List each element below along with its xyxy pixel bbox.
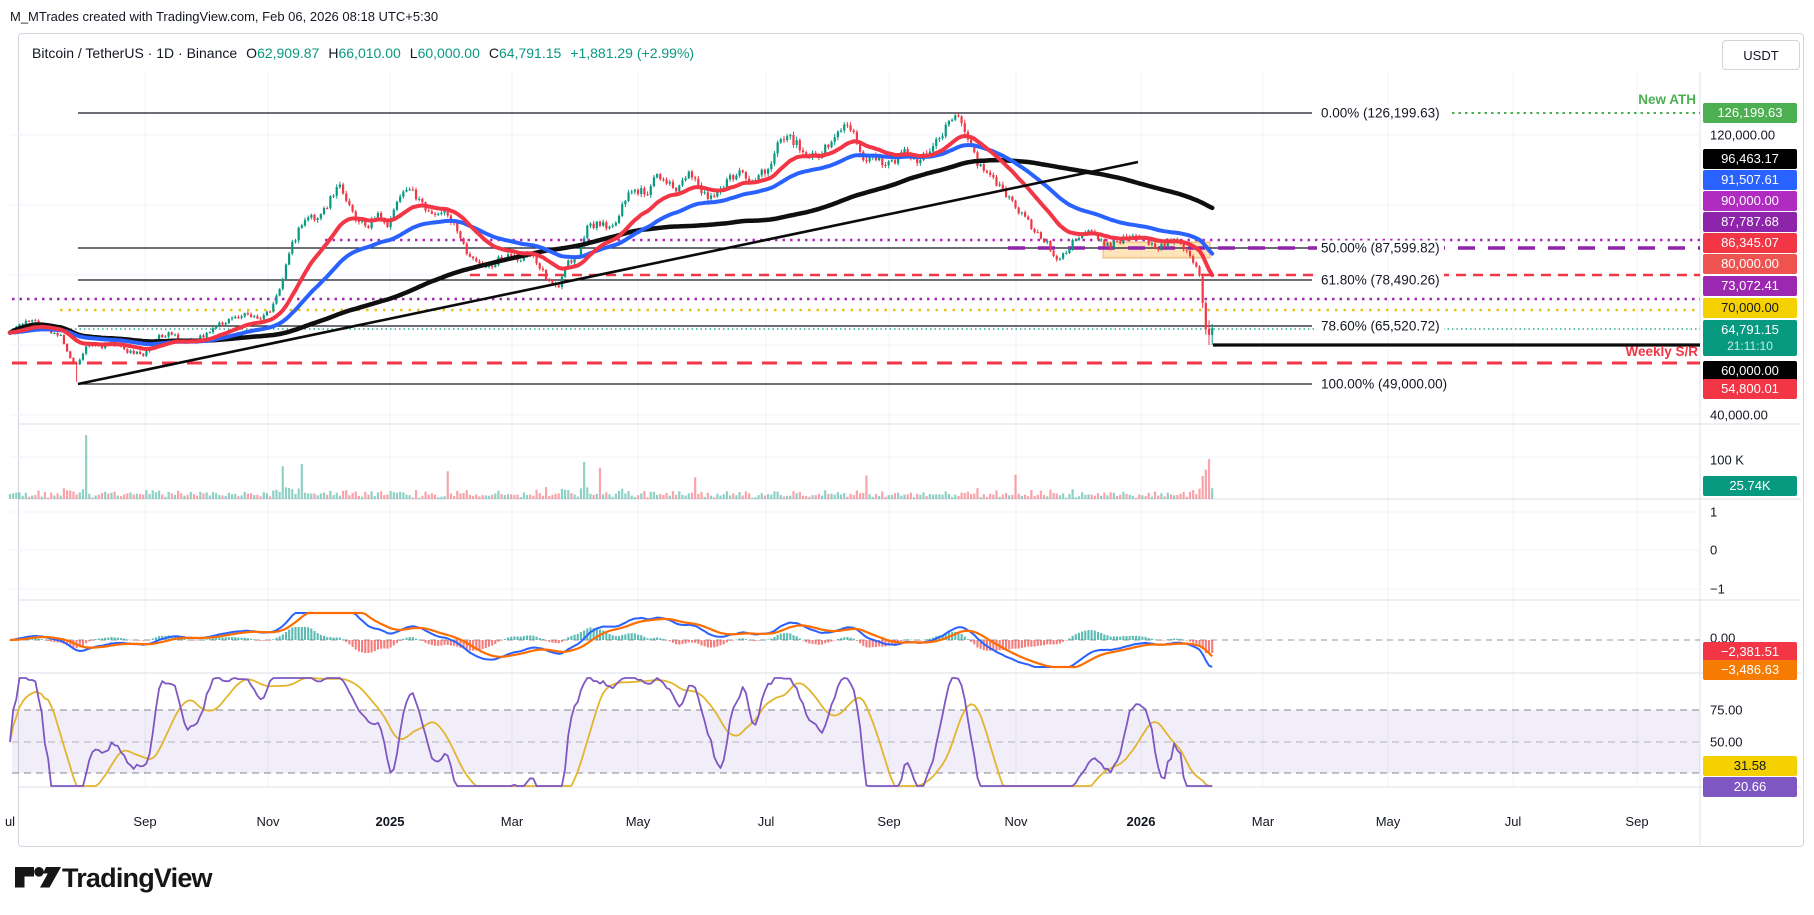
price-axis-badge: 86,345.07 <box>1703 233 1797 253</box>
new-ath-label: New ATH <box>1638 92 1696 107</box>
chart-canvas[interactable] <box>19 72 1700 787</box>
weekly-sr-label: Weekly S/R <box>1625 344 1698 359</box>
price-axis-tick: 120,000.00 <box>1710 127 1776 143</box>
currency-toggle-button[interactable]: USDT <box>1722 40 1800 70</box>
open-label: O <box>246 45 258 61</box>
time-axis-label: Jul <box>1504 814 1522 829</box>
time-axis-label: Nov <box>256 814 280 829</box>
high-label: H <box>328 45 339 61</box>
price-axis-badge: 126,199.63 <box>1703 103 1797 123</box>
open-value: 62,909.87 <box>257 45 320 61</box>
price-axis-badge: 25.74K <box>1703 476 1797 496</box>
price-axis-tick: 75.00 <box>1710 702 1743 718</box>
price-axis-badge: 73,072.41 <box>1703 276 1797 296</box>
price-axis-badge: 80,000.00 <box>1703 254 1797 274</box>
credit-text: M_MTrades created with TradingView.com, … <box>10 9 439 24</box>
low-value: 60,000.00 <box>417 45 480 61</box>
price-axis-badge: 91,507.61 <box>1703 170 1797 190</box>
time-axis-label: 2025 <box>375 814 405 829</box>
price-axis-badge: −2,381.51 <box>1703 642 1797 662</box>
price-axis-tick: 1 <box>1710 504 1718 520</box>
fib-level-label: 100.00% (49,000.00) <box>1317 376 1452 392</box>
price-axis-badge: 20.66 <box>1703 777 1797 797</box>
price-axis-badge: 90,000.00 <box>1703 191 1797 211</box>
time-axis-label: ul <box>4 814 16 829</box>
time-axis-label: Mar <box>500 814 524 829</box>
price-axis-badge: 70,000.00 <box>1703 298 1797 318</box>
time-axis-label: Jul <box>757 814 775 829</box>
time-axis-label: Nov <box>1004 814 1028 829</box>
price-axis-tick: 40,000.00 <box>1710 407 1768 423</box>
tradingview-wordmark[interactable]: TradingView <box>62 863 213 893</box>
price-axis-badge: 96,463.17 <box>1703 149 1797 169</box>
price-axis-tick: 50.00 <box>1710 734 1743 750</box>
time-axis-label: Mar <box>1251 814 1275 829</box>
price-axis-badge: 54,800.01 <box>1703 379 1797 399</box>
price-axis-tick: 0.00 <box>1710 630 1736 646</box>
high-value: 66,010.00 <box>338 45 401 61</box>
price-axis-tick: 0 <box>1710 542 1718 558</box>
time-axis-label: May <box>625 814 651 829</box>
time-axis-label: Sep <box>877 814 901 829</box>
symbol-info-bar: Bitcoin / TetherUS · 1D · Binance O62,90… <box>32 45 694 61</box>
change-value: +1,881.29 (+2.99%) <box>570 45 695 61</box>
tradingview-mark-icon <box>15 867 61 888</box>
time-axis-label: Sep <box>1625 814 1649 829</box>
time-axis-label: 2026 <box>1126 814 1156 829</box>
close-value: 64,791.15 <box>499 45 562 61</box>
close-label: C <box>488 45 499 61</box>
low-label: L <box>409 45 418 61</box>
fib-level-label: 50.00% (87,599.82) <box>1317 240 1444 256</box>
price-axis-badge: 60,000.00 <box>1703 361 1797 381</box>
time-axis-label: Sep <box>133 814 157 829</box>
price-axis-badge: 64,791.15 21:11:10 <box>1703 320 1797 356</box>
symbol-title[interactable]: Bitcoin / TetherUS · 1D · Binance <box>32 45 238 61</box>
price-axis-badge: 87,787.68 <box>1703 212 1797 232</box>
price-axis-badge: −3,486.63 <box>1703 660 1797 680</box>
price-axis-tick: 100 K <box>1710 452 1744 468</box>
price-axis-tick: −1 <box>1710 581 1725 597</box>
time-axis-label: May <box>1375 814 1401 829</box>
fib-level-label: 0.00% (126,199.63) <box>1317 105 1444 121</box>
price-axis-badge: 31.58 <box>1703 756 1797 776</box>
fib-level-label: 61.80% (78,490.26) <box>1317 272 1444 288</box>
fib-level-label: 78.60% (65,520.72) <box>1317 318 1444 334</box>
